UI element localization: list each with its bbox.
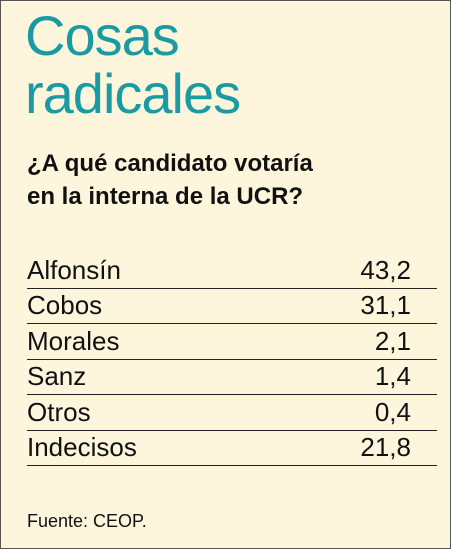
question-line: en la interna de la UCR? — [27, 183, 304, 210]
percentage: 43,2 — [360, 254, 411, 285]
candidate: Sanz — [27, 361, 87, 391]
table-row: Sanz 1,4 — [27, 360, 437, 395]
candidate: Alfonsín — [27, 254, 121, 285]
title-line: Cosas — [25, 4, 180, 67]
table-row: Cobos 31,1 — [27, 289, 437, 324]
percentage: 2,1 — [374, 325, 411, 356]
percentage: 1,4 — [374, 361, 411, 391]
table-row: Otros 0,4 — [27, 395, 437, 431]
percentage: 21,8 — [360, 432, 411, 462]
candidate: Cobos — [27, 290, 103, 320]
table-row: Morales 2,1 — [27, 324, 437, 360]
candidate: Otros — [27, 396, 91, 427]
candidate: Indecisos — [27, 432, 137, 462]
table-row: Indecisos 21,8 — [27, 431, 437, 466]
table-row: Alfonsín 43,2 — [27, 253, 437, 289]
question-line: ¿A qué candidato votaría — [27, 150, 313, 177]
candidate: Morales — [27, 325, 120, 356]
source: Fuente: CEOP. — [27, 511, 147, 531]
percentage: 0,4 — [374, 396, 411, 427]
title-line: radicales — [25, 62, 241, 125]
percentage: 31,1 — [360, 290, 411, 320]
results-table: Alfonsín 43,2 Cobos 31,1 Morales 2,1 Sanz 1,4 Ot… — [27, 253, 437, 466]
